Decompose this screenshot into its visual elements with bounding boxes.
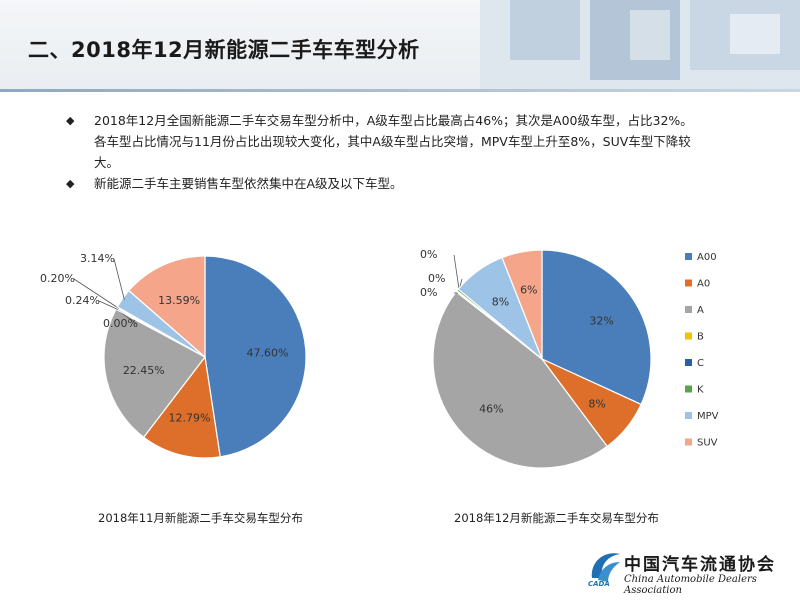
pie-slice-SUV — [501, 249, 543, 360]
legend-swatch — [685, 359, 692, 366]
cada-logo-mark-icon — [591, 553, 620, 582]
legend-swatch — [685, 253, 692, 260]
pie-data-label: 47.60% — [246, 346, 288, 359]
legend-label: MPV — [697, 411, 719, 422]
bullet-line: 2018年12月全国新能源二手车交易车型分析中，A级车型占比最高占46%；其次是… — [94, 113, 693, 128]
legend-swatch — [685, 279, 692, 287]
legend-swatch — [685, 306, 692, 313]
pie-data-label: 0% — [428, 272, 445, 285]
pie-slice-A0 — [142, 355, 221, 459]
bullet-item: ◆ 新能源二手车主要销售车型依然集中在A级及以下车型。 — [66, 173, 756, 194]
pie-slice-A00 — [541, 249, 652, 406]
header-rule — [0, 89, 800, 92]
diamond-bullet-icon: ◆ — [66, 114, 75, 127]
page-title: 二、2018年12月新能源二手车车型分析 — [28, 38, 420, 62]
chart-caption-nov: 2018年11月新能源二手车交易车型分布 — [98, 511, 303, 525]
pie-leader-line — [113, 258, 125, 300]
legend-swatch — [685, 438, 692, 446]
logo-en: China Automobile Dealers Association — [624, 574, 757, 596]
pie-chart-0: 47.60% 12.79% 22.45% 0.00%0.24% 0.20% 3.14% 13… — [40, 252, 307, 459]
pie-data-label: 12.79% — [168, 412, 210, 425]
pie-data-label: 8% — [492, 296, 509, 309]
cada-logo: CADA 中国汽车流通协会 China Automobile Dealers A… — [584, 546, 794, 596]
pie-data-label: 0.00% — [103, 317, 138, 330]
pie-data-label: 0.24% — [65, 294, 100, 307]
diamond-bullet-icon: ◆ — [66, 177, 75, 190]
legend-label: K — [697, 385, 704, 396]
bullet-item: ◆ 2018年12月全国新能源二手车交易车型分析中，A级车型占比最高占46%；其… — [66, 110, 756, 173]
pie-chart-1: 32%8%46%0%0%0%8%6% — [420, 248, 652, 469]
legend-label: A — [697, 305, 704, 316]
legend-swatch — [685, 332, 692, 340]
header-decoration — [480, 0, 800, 92]
pie-slice-A — [432, 290, 609, 469]
bullet-line: 各车型占比情况与11月份占比出现较大变化，其中A级车型占比突增，MPV车型上升至… — [94, 134, 691, 149]
pie-data-label: 22.45% — [123, 364, 165, 377]
chart-caption-dec: 2018年12月新能源二手车交易车型分布 — [454, 511, 659, 525]
summary-bullets: ◆ 2018年12月全国新能源二手车交易车型分析中，A级车型占比最高占46%；其… — [66, 110, 756, 194]
header-banner: 二、2018年12月新能源二手车车型分析 — [0, 0, 800, 92]
pie-slice-SUV — [128, 255, 206, 359]
pie-data-label: 0% — [420, 248, 437, 261]
pie-slice-A — [103, 308, 206, 439]
pie-data-label: 0% — [420, 286, 437, 299]
pie-slice-A00 — [204, 255, 307, 458]
pie-leader-line — [453, 254, 460, 292]
chart-legend: A00 A0 A B C K MPV SUV — [685, 252, 719, 449]
pie-data-label: 6% — [520, 283, 537, 296]
pie-data-label: 0.20% — [40, 272, 75, 285]
logo-cn: 中国汽车流通协会 — [624, 555, 776, 575]
legend-label: SUV — [697, 438, 718, 449]
pie-leader-line — [98, 300, 119, 310]
bullet-line: 新能源二手车主要销售车型依然集中在A级及以下车型。 — [94, 176, 403, 191]
legend-label: C — [697, 358, 704, 369]
legend-swatch — [685, 412, 692, 419]
pie-leader-line — [73, 278, 120, 309]
pie-data-label: 3.14% — [80, 252, 115, 265]
legend-label: B — [697, 332, 704, 343]
pie-data-label: 13.59% — [158, 294, 200, 307]
pie-data-label: 32% — [589, 315, 613, 328]
pie-data-label: 46% — [479, 403, 503, 416]
logo-abbr: CADA — [588, 580, 610, 588]
legend-label: A0 — [697, 279, 710, 290]
legend-label: A00 — [697, 252, 717, 263]
legend-swatch — [685, 385, 692, 393]
bullet-line: 大。 — [94, 155, 120, 170]
pie-data-label: 8% — [588, 398, 605, 411]
